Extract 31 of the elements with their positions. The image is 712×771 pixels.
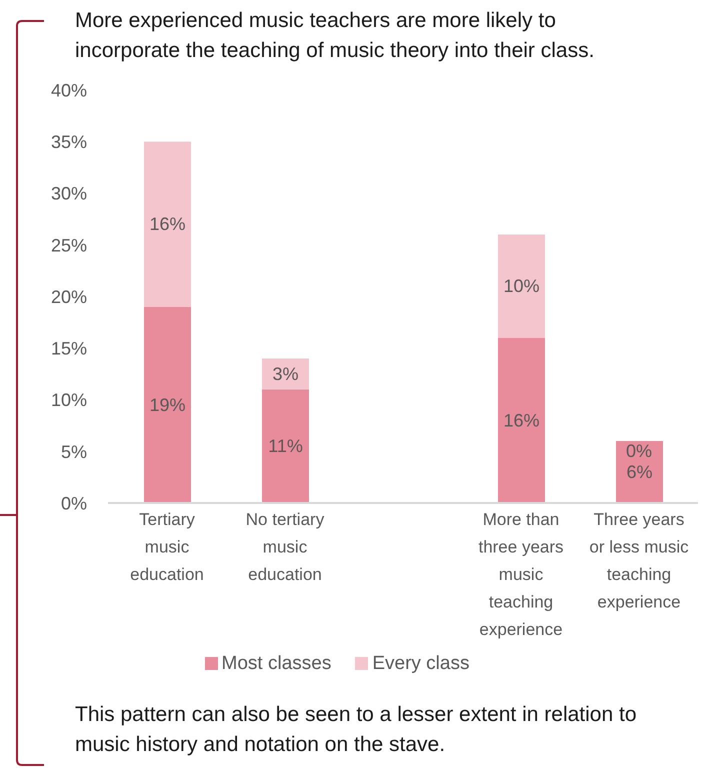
legend-label: Every class [372, 653, 470, 674]
y-tick-label: 0% [60, 493, 87, 514]
data-label: 19% [149, 394, 186, 415]
data-label: 3% [272, 364, 299, 384]
data-label: 11% [268, 436, 303, 456]
y-tick-label: 30% [50, 184, 87, 204]
y-tick-label: 15% [50, 338, 87, 359]
data-label: 6% [626, 462, 653, 482]
bar [498, 234, 545, 338]
data-label: 16% [503, 410, 540, 430]
bar [262, 358, 309, 390]
y-tick-label: 5% [60, 442, 87, 462]
x-tick-label: No tertiary music education [246, 510, 325, 584]
text: This pattern can also be seen to a lesser extent in relation to music history and notation on the stave. [75, 702, 638, 758]
data-label: 0% [626, 440, 652, 461]
chart-title: More experienced music teachers are more likely to incorporate the teaching of music theory into their class. [75, 8, 596, 64]
bar [262, 389, 309, 503]
x-tick-label: More than three years music teaching experience [478, 510, 564, 639]
y-tick-label: 20% [50, 286, 87, 307]
bar [498, 338, 545, 503]
x-tick-label: Three years or less music teaching experience [589, 510, 690, 612]
data-label: 16% [149, 214, 186, 234]
y-tick-label: 35% [50, 132, 87, 152]
data-label: 10% [503, 276, 540, 296]
y-tick-label: 25% [50, 235, 87, 256]
y-tick-label: 10% [50, 390, 87, 410]
bar [144, 306, 191, 503]
bar [144, 142, 191, 307]
x-tick-label: Tertiary music education [130, 510, 204, 584]
legend-label: Most classes [222, 653, 332, 674]
y-tick-label: 40% [50, 80, 87, 100]
